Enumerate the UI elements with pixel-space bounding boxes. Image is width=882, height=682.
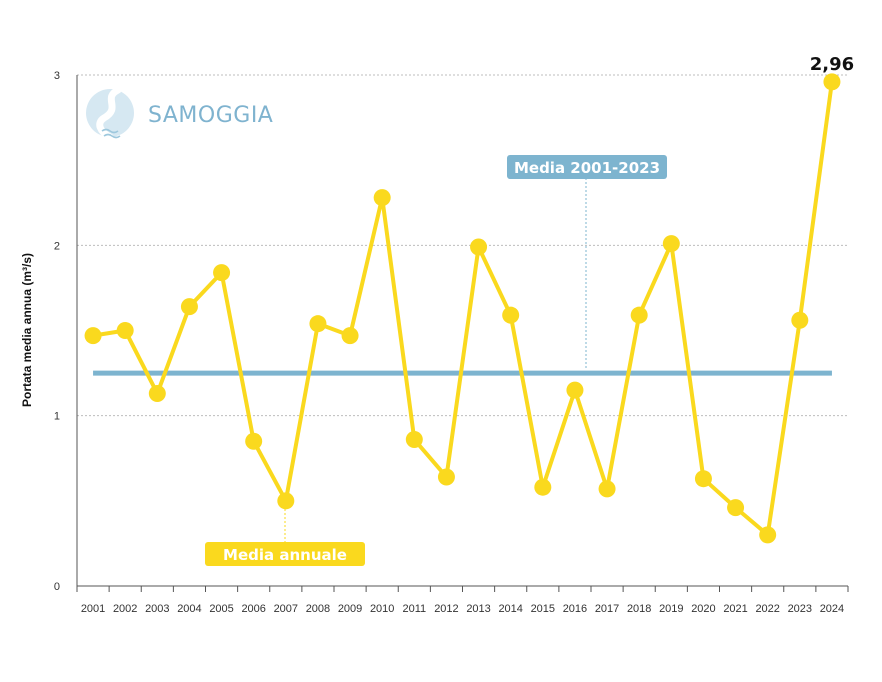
data-point (116, 322, 134, 339)
data-point (566, 381, 584, 399)
data-point (405, 431, 423, 449)
x-tick-label: 2005 (209, 603, 233, 615)
x-tick-label: 2008 (306, 603, 330, 615)
data-point (213, 264, 231, 282)
y-tick-label: 1 (54, 411, 60, 423)
y-tick-labels: 0 1 2 3 (54, 70, 60, 593)
x-tick-label: 2013 (466, 603, 490, 615)
series-line (92, 81, 834, 537)
x-tick-label: 2020 (691, 603, 715, 615)
data-point (662, 235, 680, 253)
data-point (823, 73, 841, 91)
x-tick-label: 2019 (659, 603, 683, 615)
mean-callout-label: Media 2001-2023 (514, 159, 660, 177)
x-tick-label: 2007 (274, 603, 298, 615)
x-tick-label: 2001 (81, 603, 105, 615)
series-callout-box (205, 542, 365, 566)
x-tick-label: 2006 (241, 603, 265, 615)
data-point (598, 480, 616, 498)
x-tick-label: 2009 (338, 603, 362, 615)
x-tick-label: 2017 (595, 603, 619, 615)
data-point (245, 432, 263, 450)
x-tick-label: 2010 (370, 603, 394, 615)
grid-lines (77, 74, 848, 417)
data-point (630, 306, 648, 324)
data-point (309, 315, 327, 333)
data-point (759, 526, 777, 544)
last-value-label: 2,96 (810, 54, 854, 75)
data-point (791, 311, 809, 329)
x-tick-label: 2022 (755, 603, 779, 615)
brand-name: SAMOGGIA (148, 103, 273, 128)
series-callout-label: Media annuale (223, 546, 347, 564)
x-tick-label: 2004 (177, 603, 201, 615)
y-tick-label: 2 (54, 240, 60, 252)
data-point (470, 238, 488, 256)
data-point (341, 327, 359, 345)
x-tick-label: 2018 (627, 603, 651, 615)
x-tick-label: 2016 (563, 603, 587, 615)
x-tick-label: 2012 (434, 603, 458, 615)
river-drop-icon (86, 86, 134, 141)
x-tick-labels: 2001 2002 2003 2004 2005 2006 2007 2008 2009 2010… (81, 603, 844, 615)
x-tick-label: 2002 (113, 603, 137, 615)
mean-callout: Media 2001-2023 (507, 155, 667, 370)
series-media-annuale (84, 73, 841, 544)
x-tick-label: 2024 (820, 603, 844, 615)
x-tick-label: 2014 (498, 603, 522, 615)
data-point (277, 492, 295, 510)
data-point (148, 385, 166, 403)
y-tick-label: 3 (54, 70, 60, 82)
data-point (727, 499, 745, 517)
x-tick-label: 2021 (723, 603, 747, 615)
data-point (373, 189, 391, 207)
x-tick-label: 2015 (531, 603, 555, 615)
y-axis-label: Portata media annua (m³/s) (20, 253, 34, 407)
brand-logo: SAMOGGIA (86, 86, 273, 141)
x-tick-label: 2023 (788, 603, 812, 615)
mean-callout-box (507, 155, 667, 179)
data-point (502, 306, 520, 324)
y-tick-label: 0 (54, 581, 60, 593)
series-callout: Media annuale (205, 505, 365, 566)
data-point (437, 468, 455, 486)
axes (76, 75, 849, 592)
data-point (694, 470, 712, 488)
data-point (84, 327, 102, 345)
data-point (534, 478, 552, 496)
data-point (180, 298, 198, 316)
x-tick-label: 2011 (402, 603, 426, 615)
x-tick-label: 2003 (145, 603, 169, 615)
